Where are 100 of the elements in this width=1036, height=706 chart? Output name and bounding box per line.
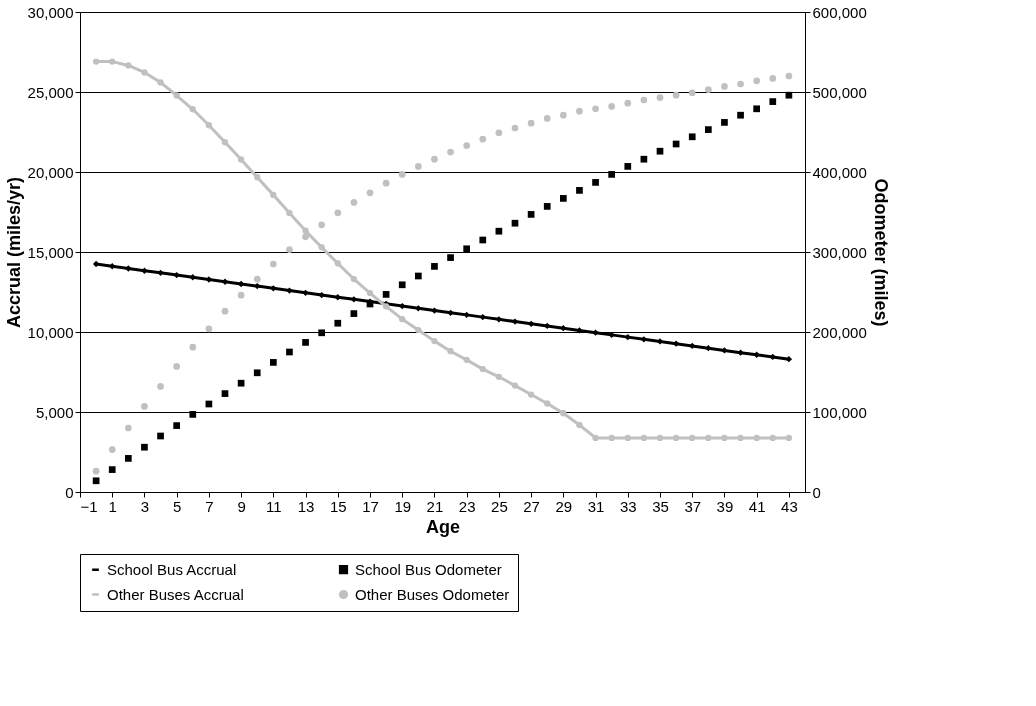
point	[189, 274, 196, 281]
point	[576, 421, 583, 429]
x-tick-label: 19	[394, 497, 412, 515]
x-tick-label: 1	[108, 497, 117, 515]
point	[479, 313, 486, 321]
point	[479, 135, 487, 143]
point	[350, 296, 358, 303]
y-tick-label: 0	[65, 483, 74, 501]
point	[463, 356, 470, 363]
point	[559, 195, 567, 202]
x-tick-label: 43	[781, 497, 798, 515]
point	[769, 353, 776, 361]
point	[302, 339, 309, 346]
point	[350, 199, 358, 206]
point	[318, 221, 326, 229]
point	[656, 338, 664, 345]
point	[704, 126, 712, 133]
y2-tick-label: 600,000	[812, 3, 867, 21]
point	[527, 320, 535, 327]
point	[543, 115, 551, 122]
point	[414, 272, 422, 280]
point	[592, 105, 599, 113]
point	[431, 155, 438, 163]
point	[737, 111, 744, 119]
legend-label: School Bus Odometer	[355, 560, 502, 578]
point	[414, 163, 422, 170]
point	[592, 434, 599, 442]
point	[302, 289, 309, 296]
point	[656, 147, 664, 155]
point	[656, 94, 664, 101]
x-tick-label: 15	[329, 497, 347, 515]
point	[189, 343, 197, 351]
point	[125, 62, 132, 69]
point	[495, 316, 503, 323]
point	[286, 348, 293, 356]
point	[753, 351, 760, 358]
x-tick-label: 9	[237, 497, 246, 515]
point	[173, 363, 181, 370]
point	[543, 203, 551, 210]
point	[157, 383, 164, 390]
point	[253, 369, 261, 377]
point	[237, 291, 245, 299]
point	[672, 434, 680, 442]
point	[608, 331, 615, 339]
point	[447, 309, 454, 316]
point	[254, 282, 261, 290]
point	[141, 267, 148, 274]
point	[640, 155, 648, 163]
x-tick-label: 11	[266, 497, 282, 515]
point	[269, 359, 277, 366]
point	[753, 105, 761, 113]
point	[656, 434, 664, 442]
point	[173, 92, 180, 99]
point	[479, 236, 487, 244]
y-tick-label: 15,000	[27, 243, 74, 261]
x-tick-label: 33	[619, 497, 637, 515]
point	[205, 122, 213, 129]
point	[157, 269, 164, 276]
y-tick-label: 10,000	[27, 323, 74, 341]
point	[721, 119, 728, 126]
point	[769, 75, 777, 82]
point	[689, 342, 696, 350]
point	[318, 291, 325, 299]
point	[511, 318, 519, 325]
point	[157, 79, 164, 86]
x-tick-label: 27	[523, 497, 540, 515]
x-tick-label: 39	[716, 497, 734, 515]
point	[753, 434, 760, 442]
point	[431, 337, 438, 345]
point	[705, 345, 712, 352]
point	[721, 83, 728, 90]
point	[286, 246, 293, 253]
point	[157, 432, 164, 440]
y-tick-label: 20,000	[27, 163, 74, 181]
point	[350, 275, 358, 283]
point	[463, 245, 471, 253]
point	[398, 281, 406, 289]
y-tick-label: 30,000	[27, 3, 74, 21]
x-tick-label: 25	[491, 497, 508, 515]
x-tick-label: 5	[172, 497, 182, 515]
point	[560, 325, 567, 332]
x-tick-label: 35	[652, 497, 669, 515]
point	[221, 390, 229, 397]
point	[447, 348, 454, 355]
point	[560, 410, 567, 417]
point	[672, 91, 680, 99]
point	[624, 99, 632, 107]
point	[92, 260, 100, 268]
point	[704, 86, 712, 93]
point	[463, 311, 470, 319]
point	[205, 325, 213, 333]
x-tick-label: 21	[426, 497, 444, 515]
point	[124, 455, 132, 462]
x-tick-label: 23	[458, 497, 476, 515]
point	[640, 336, 648, 343]
point	[672, 340, 680, 347]
point	[221, 307, 229, 315]
point	[624, 163, 632, 170]
point	[366, 289, 374, 297]
point	[447, 148, 454, 156]
